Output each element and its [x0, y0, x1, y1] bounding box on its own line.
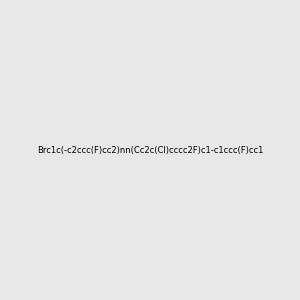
Text: Brc1c(-c2ccc(F)cc2)nn(Cc2c(Cl)cccc2F)c1-c1ccc(F)cc1: Brc1c(-c2ccc(F)cc2)nn(Cc2c(Cl)cccc2F)c1-… — [37, 146, 263, 154]
